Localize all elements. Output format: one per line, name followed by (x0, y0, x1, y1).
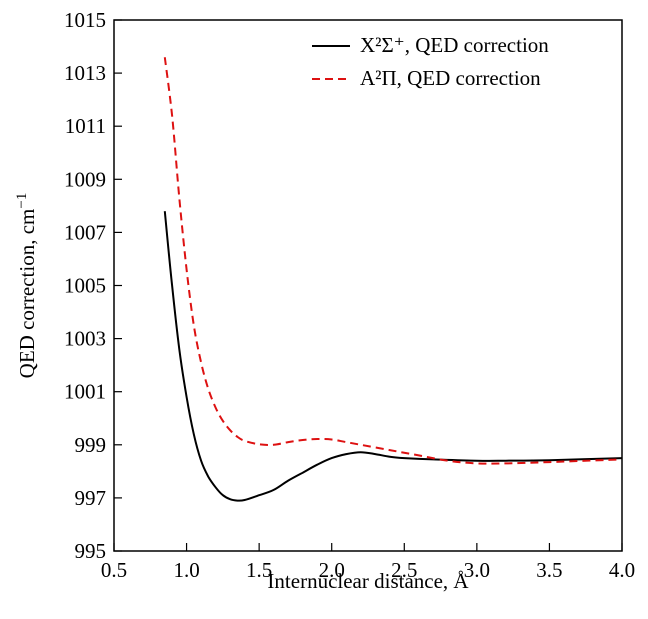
y-tick-label: 1003 (64, 327, 106, 351)
legend-label: X²Σ⁺, QED correction (360, 33, 549, 57)
y-tick-label: 995 (75, 539, 107, 563)
y-tick-label: 1009 (64, 167, 106, 191)
x-tick-label: 2.5 (391, 558, 417, 582)
y-tick-label: 1011 (65, 114, 106, 138)
x-tick-label: 3.0 (464, 558, 490, 582)
y-tick-label: 1007 (64, 220, 106, 244)
x-axis-label: Internuclear distance, Å (267, 569, 469, 593)
series-line-2 (163, 57, 623, 465)
series-line-1 (163, 211, 623, 502)
x-tick-label: 0.5 (101, 558, 127, 582)
x-tick-label: 4.0 (609, 558, 635, 582)
x-tick-label: 3.5 (536, 558, 562, 582)
x-tick-label: 1.0 (173, 558, 199, 582)
ticks-layer: 0.5 1.0 1.5 2.0 2.5 3.0 3.5 4.0 995 997 999 1001 100… (64, 8, 635, 582)
legend: X²Σ⁺, QED correction A²Π, QED correction (312, 33, 549, 90)
x-tick-label: 1.5 (246, 558, 272, 582)
y-axis-label-main: QED correction, cm (15, 209, 39, 379)
plot-frame (113, 19, 623, 552)
y-tick-label: 997 (75, 486, 107, 510)
y-tick-label: 1005 (64, 274, 106, 298)
y-axis-label-superscript: −1 (14, 193, 30, 209)
x-tick-label: 2.0 (319, 558, 345, 582)
y-axis-label: QED correction, cm−1 (14, 193, 39, 379)
legend-label: A²Π, QED correction (360, 66, 541, 90)
y-tick-label: 1001 (64, 380, 106, 404)
series-layer (163, 57, 623, 502)
y-tick-label: 1015 (64, 8, 106, 32)
y-tick-label: 999 (75, 433, 107, 457)
y-tick-label: 1013 (64, 61, 106, 85)
